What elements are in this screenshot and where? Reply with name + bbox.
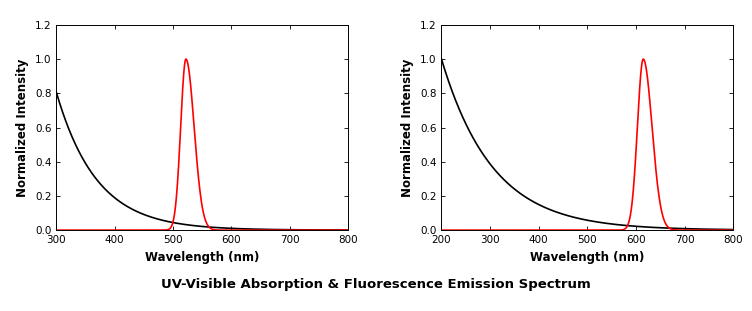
X-axis label: Wavelength (nm): Wavelength (nm) (530, 251, 644, 263)
Text: UV-Visible Absorption & Fluorescence Emission Spectrum: UV-Visible Absorption & Fluorescence Emi… (161, 278, 591, 291)
X-axis label: Wavelength (nm): Wavelength (nm) (145, 251, 259, 263)
Y-axis label: Normalized Intensity: Normalized Intensity (17, 58, 29, 197)
Y-axis label: Normalized Intensity: Normalized Intensity (402, 58, 414, 197)
